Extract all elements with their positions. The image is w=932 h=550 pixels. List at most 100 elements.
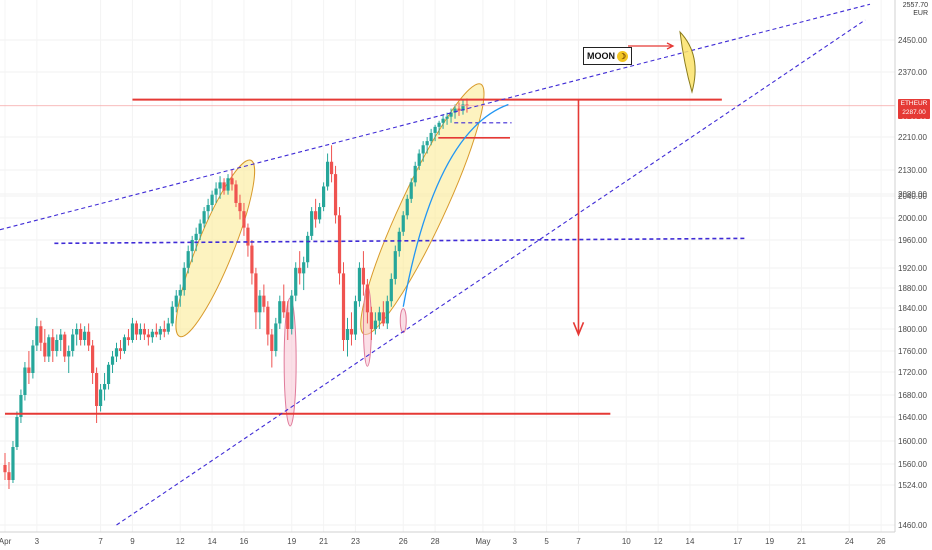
- candle-body: [270, 334, 274, 351]
- y-tick-label: 1800.00: [898, 325, 927, 334]
- x-tick-label: 17: [733, 537, 742, 546]
- candle-body: [417, 153, 421, 166]
- candle-body: [210, 194, 214, 205]
- upper-trend-line: [0, 3, 871, 231]
- x-tick-label: 9: [130, 537, 135, 546]
- candle-body: [302, 262, 306, 274]
- y-tick-label: 2130.00: [898, 166, 927, 175]
- x-tick-label: Apr: [0, 537, 12, 546]
- y-tick-label: 1840.00: [898, 304, 927, 313]
- candle-body: [198, 223, 202, 234]
- y-tick-label: 1680.00: [898, 391, 927, 400]
- y-axis: 1460.00 1524.00 1560.00 1600.00 1640.00 1680.…: [894, 0, 927, 532]
- x-tick-label: 3: [513, 537, 518, 546]
- candle-body: [166, 323, 170, 332]
- candle-body: [341, 273, 346, 340]
- candle-body: [318, 207, 322, 220]
- candle-body: [142, 329, 146, 335]
- candle-body: [91, 345, 95, 373]
- y-tick-label: 1600.00: [898, 437, 927, 446]
- x-axis: Apr 3 7 9 12 14 16 19 21 23 26 28 May 3 5 7 10 12 14 17 19 21…: [0, 531, 895, 546]
- candle-body: [357, 267, 362, 302]
- candle-body: [306, 235, 310, 263]
- candle-body: [250, 245, 254, 274]
- candle-body: [102, 384, 107, 390]
- candle-body: [126, 337, 131, 340]
- candle-body: [373, 320, 377, 329]
- candle-body: [83, 331, 87, 340]
- candle-body: [71, 334, 75, 351]
- candle-body: [110, 356, 115, 365]
- moon-label: MOON: [587, 51, 615, 61]
- y-tick-label: 1760.00: [898, 347, 927, 356]
- candle-body: [290, 295, 294, 329]
- x-tick-label: 23: [351, 537, 360, 546]
- candle-body: [15, 417, 19, 447]
- x-tick-label: 26: [399, 537, 408, 546]
- candle-body: [274, 323, 278, 351]
- candle-body: [337, 215, 342, 274]
- moon-annotation: MOON ☽: [583, 47, 632, 65]
- mid-trend-line: [54, 237, 748, 245]
- candle-body: [134, 323, 139, 335]
- candle-body: [465, 104, 469, 106]
- candle-body: [162, 329, 166, 332]
- candle-body: [226, 178, 230, 191]
- candle-body: [146, 334, 150, 338]
- candle-body: [425, 141, 429, 146]
- y-tick-label: 1960.00: [898, 236, 927, 245]
- candle-body: [441, 118, 445, 123]
- candle-body: [322, 186, 326, 208]
- x-tick-label: 14: [686, 537, 695, 546]
- candle-body: [106, 364, 111, 384]
- highlight-ellipses: [175, 83, 485, 427]
- y-tick-label: 1460.00: [898, 521, 927, 530]
- candle-body: [310, 211, 314, 236]
- candle-body: [170, 306, 174, 324]
- candle-body: [314, 211, 318, 220]
- candle-body: [234, 184, 238, 203]
- x-tick-label: 21: [319, 537, 328, 546]
- candle-body: [150, 331, 154, 338]
- candle-body: [393, 251, 397, 279]
- candle-body: [206, 205, 210, 212]
- x-tick-label: 7: [98, 537, 103, 546]
- candle-body: [3, 465, 7, 473]
- price-tag-price: 2287.00: [902, 109, 926, 116]
- highlight-dip-3: [399, 308, 407, 334]
- candle-body: [122, 337, 127, 351]
- x-tick-label: 10: [622, 537, 631, 546]
- candle-body: [461, 104, 465, 111]
- candle-body: [333, 174, 338, 216]
- candle-body: [194, 233, 198, 240]
- x-tick-label: 12: [654, 537, 663, 546]
- candle-body: [87, 331, 91, 346]
- candle-body: [182, 267, 186, 291]
- candle-body: [246, 227, 250, 246]
- price-tag-countdown: 01:28:38: [901, 118, 927, 125]
- candle-body: [190, 240, 194, 252]
- y-tick-label: 1524.00: [898, 481, 927, 490]
- candle-body: [19, 395, 23, 417]
- candle-body: [43, 342, 47, 357]
- candle-body: [254, 273, 258, 313]
- candle-body: [222, 182, 226, 191]
- x-tick-label: 21: [797, 537, 806, 546]
- candle-body: [329, 161, 334, 175]
- candle-body: [433, 126, 437, 133]
- candle-body: [51, 337, 55, 351]
- down-arrow-head: [572, 322, 585, 337]
- candle-body: [7, 472, 11, 480]
- currency-code: EUR: [913, 10, 928, 17]
- candle-body: [353, 301, 358, 335]
- candle-body: [421, 145, 425, 154]
- x-tick-label: 14: [208, 537, 217, 546]
- candle-body: [401, 215, 405, 232]
- y-tick-label: 2040.00: [898, 192, 927, 201]
- candle-body: [377, 312, 381, 321]
- candle-body: [409, 182, 413, 199]
- candle-body: [63, 334, 67, 357]
- lower-trend-line: [116, 19, 866, 526]
- candle-body: [369, 312, 373, 329]
